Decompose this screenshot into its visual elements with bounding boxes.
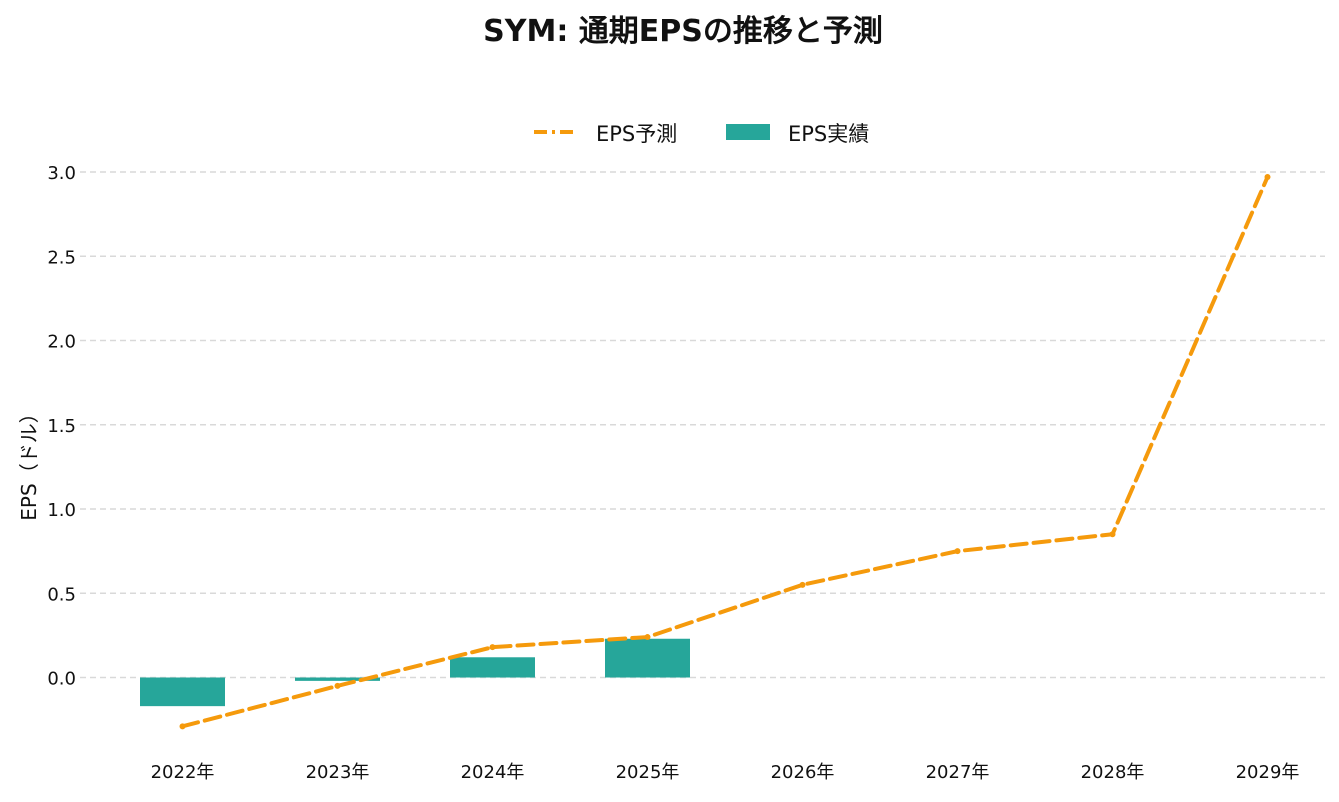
eps-forecast-point [179,723,186,730]
x-tick-label: 2029年 [1236,762,1300,783]
y-axis-label: EPS（ドル） [17,403,41,520]
y-tick-label: 3.0 [47,163,76,184]
x-tick-label: 2025年 [616,762,680,783]
grid-layer [80,171,1325,679]
chart-title: SYM: 通期EPSの推移と予測 [483,14,883,49]
eps-actual-bar [140,677,225,707]
x-tick-label: 2028年 [1081,762,1145,783]
legend-actual-label: EPS実績 [788,122,869,146]
eps-actual-bar [295,677,380,681]
y-tick-labels: 3.0 2.5 2.0 1.5 1.0 0.5 0.0 [47,163,76,690]
x-tick-labels: 2022年 2023年 2024年 2025年 2026年 2027年 2028年 2029年 [151,762,1300,783]
x-tick-label: 2023年 [306,762,370,783]
eps-forecast-point [954,548,961,555]
y-tick-label: 1.5 [47,416,76,437]
legend-item-actual: EPS実績 [726,122,869,146]
y-tick-label: 0.5 [47,584,76,605]
eps-forecast-line [180,175,1270,729]
legend: EPS予測 EPS実績 [534,122,869,146]
eps-forecast-point [1264,174,1271,181]
legend-actual-swatch [726,124,770,140]
y-tick-label: 2.0 [47,332,76,353]
eps-forecast-point [644,634,651,641]
x-tick-label: 2026年 [771,762,835,783]
y-tick-label: 1.0 [47,500,76,521]
y-tick-label: 0.0 [47,669,76,690]
x-tick-label: 2027年 [926,762,990,783]
x-tick-label: 2024年 [461,762,525,783]
forecast-line-layer [179,174,1271,730]
eps-forecast-point [1109,531,1116,538]
legend-forecast-label: EPS予測 [596,122,677,146]
eps-actual-bar [605,638,690,678]
actual-bars [140,638,690,707]
eps-actual-bar [450,657,535,678]
eps-forecast-point [334,682,341,689]
y-tick-label: 2.5 [47,247,76,268]
legend-item-forecast: EPS予測 [534,122,677,146]
eps-forecast-point [799,581,806,588]
x-tick-label: 2022年 [151,762,215,783]
eps-forecast-point [489,644,496,651]
